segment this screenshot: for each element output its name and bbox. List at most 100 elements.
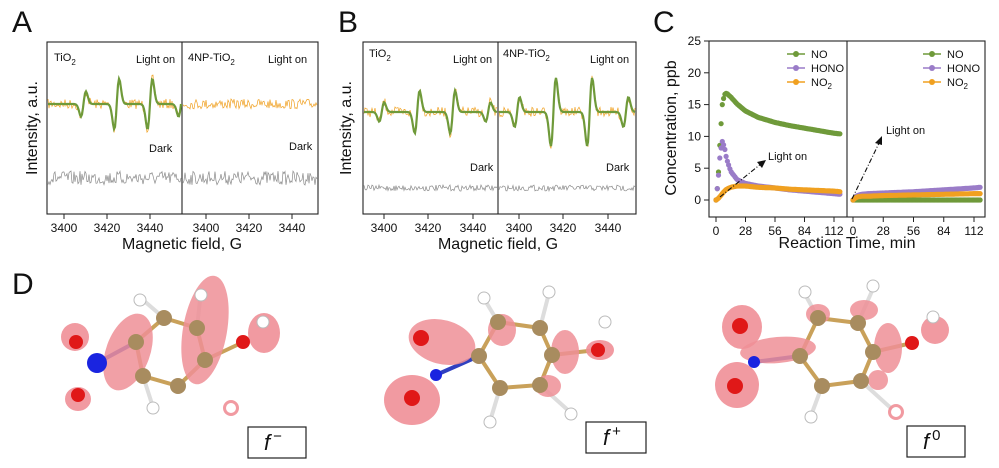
x-tick-label: 3420 <box>550 221 577 235</box>
series-point-no <box>718 121 724 127</box>
legend-label-hono: HONO <box>947 63 980 75</box>
series-point-no <box>977 197 983 203</box>
panel-c-xlabel: Reaction Time, min <box>779 235 916 252</box>
panel-a-light-left: Light on <box>136 54 175 66</box>
legend-marker <box>793 51 799 57</box>
legend-label-no: NO <box>947 49 964 61</box>
esr-trace-fit <box>364 87 498 137</box>
series-point-no2 <box>977 191 983 197</box>
x-tick-label: 3440 <box>137 221 164 235</box>
x-tick-label: 3440 <box>595 221 622 235</box>
legend-marker <box>929 51 935 57</box>
y-tick-label: 25 <box>688 34 702 48</box>
series-point-hono <box>977 184 983 190</box>
x-tick-label: 84 <box>937 224 951 238</box>
panel-c-legend-right: NO HONO NO2 <box>923 49 980 91</box>
y-tick-label: 10 <box>688 129 702 143</box>
x-tick-label: 3440 <box>279 221 306 235</box>
x-tick-label: 3400 <box>51 221 78 235</box>
x-tick-label: 28 <box>739 224 753 238</box>
panel-letter-a: A <box>12 6 32 39</box>
panel-b-ylabel: Intensity, a.u. <box>338 81 355 175</box>
esr-trace-dark <box>182 170 318 186</box>
panel-a-light-right: Light on <box>268 54 307 66</box>
esr-trace-dark <box>363 183 498 192</box>
x-tick-label: 3400 <box>193 221 220 235</box>
x-tick-label: 56 <box>768 224 782 238</box>
legend-label-no2: NO2 <box>947 77 969 91</box>
panel-a-dark-right: Dark <box>289 141 313 153</box>
panel-b-xticks: 3400 3420 3440 3400 3420 3440 <box>371 214 622 235</box>
x-tick-label: 3400 <box>506 221 533 235</box>
panel-a-ylabel: Intensity, a.u. <box>24 81 41 175</box>
x-tick-label: 3440 <box>460 221 487 235</box>
panel-b-dark-left: Dark <box>470 162 494 174</box>
x-tick-label: 3420 <box>236 221 263 235</box>
legend-label-no: NO <box>811 49 828 61</box>
legend-marker <box>929 65 935 71</box>
panel-b-light-right: Light on <box>590 54 629 66</box>
panel-c-annotation-left: Light on <box>768 151 807 163</box>
panel-a-traces <box>47 74 318 186</box>
esr-trace-dark <box>47 169 182 186</box>
legend-marker <box>793 79 799 85</box>
panel-b-xlabel: Magnetic field, G <box>438 236 558 253</box>
y-tick-label: 20 <box>688 66 702 80</box>
molecule-f-plus <box>384 285 614 429</box>
panel-c-series <box>713 90 983 203</box>
panel-c-arrow-right <box>851 140 881 200</box>
x-tick-label: 84 <box>798 224 812 238</box>
series-point-hono <box>723 153 729 159</box>
panel-a-xlabel: Magnetic field, G <box>122 236 242 253</box>
panel-c-ylabel: Concentration, ppb <box>663 60 680 195</box>
panel-c-annotation-right: Light on <box>886 125 925 137</box>
esr-trace-fit <box>499 77 636 147</box>
panel-c-arrowhead-left <box>757 160 766 168</box>
series-point-hono <box>714 186 720 192</box>
panel-a-dark-left: Dark <box>149 143 173 155</box>
legend-marker <box>929 79 935 85</box>
panel-a-xticks: 3400 3420 3440 3400 3420 3440 <box>51 214 306 235</box>
legend-marker <box>793 65 799 71</box>
series-point-no2 <box>837 189 843 195</box>
molecule-f-minus <box>61 275 280 416</box>
label-f-minus: f − <box>264 428 282 455</box>
panel-b-traces <box>363 75 636 193</box>
y-tick-label: 0 <box>694 193 701 207</box>
panel-c-arrowhead-right <box>875 136 882 145</box>
esr-trace-dark <box>498 184 636 193</box>
x-tick-label: 28 <box>877 224 891 238</box>
panel-b-light-left: Light on <box>453 54 492 66</box>
panel-c-xticks: 0 28 56 84 112 0 28 56 84 112 <box>713 217 984 238</box>
esr-trace-fit <box>48 74 183 133</box>
y-tick-label: 5 <box>694 161 701 175</box>
label-box-f-minus <box>247 426 307 459</box>
panel-c-legend-left: NO HONO NO2 <box>787 49 844 91</box>
series-point-hono <box>721 142 727 148</box>
panel-letter-b: B <box>338 6 358 39</box>
legend-label-hono: HONO <box>811 63 844 75</box>
x-tick-label: 0 <box>713 224 720 238</box>
panel-a-label-right: 4NP-TiO2 <box>188 52 235 67</box>
esr-trace-raw <box>363 88 498 139</box>
panel-letter-c: C <box>653 6 675 39</box>
x-tick-label: 3420 <box>94 221 121 235</box>
panel-a-label-left: TiO2 <box>54 52 76 67</box>
panel-b-dark-right: Dark <box>606 162 630 174</box>
label-box-f-zero <box>906 425 966 458</box>
x-tick-label: 0 <box>850 224 857 238</box>
series-point-hono <box>717 155 723 161</box>
y-tick-label: 15 <box>688 98 702 112</box>
label-box-f-plus <box>585 421 647 454</box>
molecule-f-zero <box>715 279 949 424</box>
legend-label-no2: NO2 <box>811 77 833 91</box>
panel-b-label-right: 4NP-TiO2 <box>503 48 550 63</box>
label-f-plus: f + <box>603 423 621 450</box>
panel-b-frame <box>362 41 637 215</box>
esr-trace-raw <box>182 98 318 110</box>
x-tick-label: 3400 <box>371 221 398 235</box>
panel-b-label-left: TiO2 <box>369 48 391 63</box>
series-point-hono <box>715 172 722 178</box>
